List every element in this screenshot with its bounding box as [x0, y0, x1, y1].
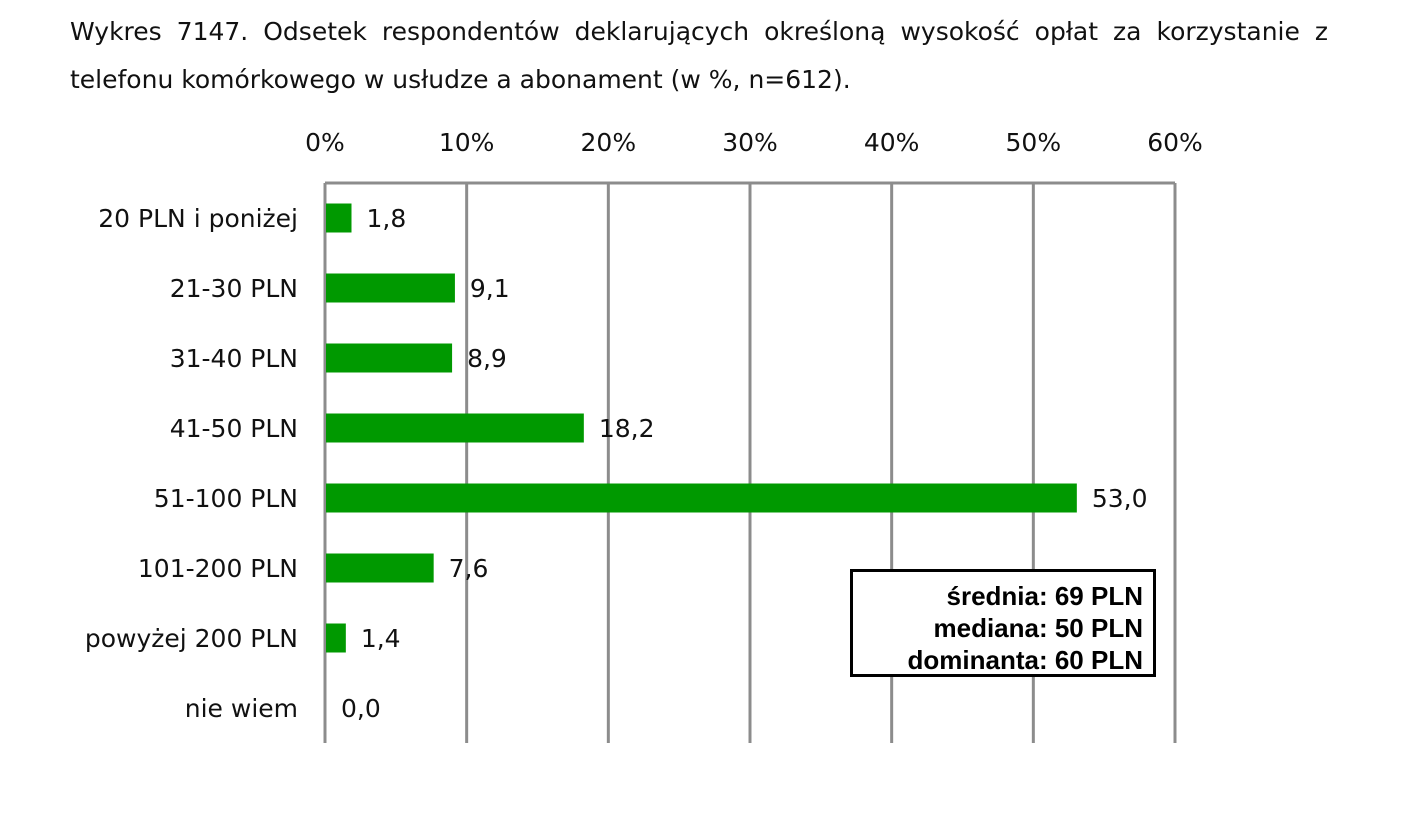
category-label: 21-30 PLN [170, 274, 298, 303]
category-label: 31-40 PLN [170, 344, 298, 373]
mode-stat: dominanta: 60 PLN [907, 645, 1143, 675]
bar [326, 343, 453, 373]
x-tick-label: 0% [305, 128, 345, 157]
statistics-box: średnia: 69 PLN mediana: 50 PLN dominant… [850, 569, 1156, 677]
bar [326, 413, 584, 443]
bar [326, 203, 352, 233]
data-label: 0,0 [341, 694, 381, 723]
x-tick-label: 60% [1147, 128, 1203, 157]
category-label: 41-50 PLN [170, 414, 298, 443]
x-tick-label: 40% [864, 128, 920, 157]
bar [326, 623, 346, 653]
data-label: 9,1 [470, 274, 510, 303]
median-stat: mediana: 50 PLN [933, 613, 1143, 643]
data-label: 1,4 [361, 624, 401, 653]
x-tick-label: 10% [439, 128, 495, 157]
category-label: 101-200 PLN [138, 554, 298, 583]
chart-caption-line2: telefonu komórkowego w usłudze a aboname… [70, 65, 851, 94]
data-label: 7,6 [449, 554, 489, 583]
data-label: 8,9 [467, 344, 507, 373]
category-label: powyżej 200 PLN [85, 624, 298, 653]
bar [326, 553, 434, 583]
bar [326, 483, 1077, 513]
data-label: 1,8 [367, 204, 407, 233]
chart-caption-line1: Wykres 7147. Odsetek respondentów deklar… [70, 17, 1328, 46]
data-label: 18,2 [599, 414, 655, 443]
category-label: 51-100 PLN [154, 484, 298, 513]
category-label: nie wiem [185, 694, 298, 723]
bar [326, 273, 455, 303]
x-tick-label: 20% [581, 128, 637, 157]
data-label: 53,0 [1092, 484, 1148, 513]
mean-stat: średnia: 69 PLN [946, 581, 1143, 611]
category-label: 20 PLN i poniżej [98, 204, 298, 233]
x-tick-label: 50% [1006, 128, 1062, 157]
x-tick-label: 30% [722, 128, 778, 157]
